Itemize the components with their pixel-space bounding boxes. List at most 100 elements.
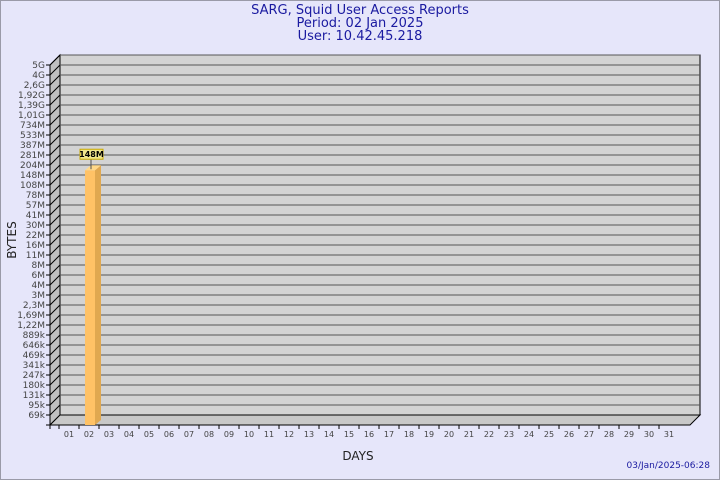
y-wall-gridline bbox=[49, 134, 61, 146]
y-wall-gridline bbox=[49, 364, 61, 376]
y-tick-label: 646k bbox=[23, 341, 46, 351]
x-tick-label: 02 bbox=[84, 430, 94, 439]
y-tick-label: 95k bbox=[28, 401, 45, 411]
y-wall-gridline bbox=[49, 254, 61, 266]
x-tick-label: 26 bbox=[564, 430, 574, 439]
y-wall-gridline bbox=[49, 384, 61, 396]
y-tick-label: 78M bbox=[26, 191, 45, 201]
y-wall-gridline bbox=[49, 114, 61, 126]
y-tick-label: 11M bbox=[26, 251, 45, 261]
y-wall-gridline bbox=[49, 294, 61, 306]
y-wall-gridline bbox=[49, 164, 61, 176]
x-tick-label: 23 bbox=[504, 430, 514, 439]
y-wall-gridline bbox=[49, 194, 61, 206]
y-wall-gridline bbox=[49, 54, 61, 66]
y-wall-gridline bbox=[49, 204, 61, 216]
x-tick-label: 20 bbox=[444, 430, 454, 439]
y-tick-label: 108M bbox=[20, 181, 45, 191]
y-wall-gridline bbox=[49, 284, 61, 296]
y-tick-label: 180k bbox=[23, 381, 46, 391]
y-tick-label: 1,39G bbox=[18, 101, 45, 111]
y-wall-gridline bbox=[49, 184, 61, 196]
y-tick-label: 57M bbox=[26, 201, 45, 211]
y-wall-gridline bbox=[49, 344, 61, 356]
y-wall-gridline bbox=[49, 354, 61, 366]
y-tick-label: 281M bbox=[20, 151, 45, 161]
y-wall-gridline bbox=[49, 314, 61, 326]
x-tick-label: 05 bbox=[144, 430, 154, 439]
y-tick-label: 204M bbox=[20, 161, 45, 171]
y-tick-label: 341k bbox=[23, 361, 46, 371]
y-wall-gridline bbox=[49, 104, 61, 116]
y-tick-label: 1,69M bbox=[17, 311, 45, 321]
x-tick-label: 06 bbox=[164, 430, 174, 439]
y-wall-gridline bbox=[49, 224, 61, 236]
y-tick-label: 1,22M bbox=[17, 321, 45, 331]
x-tick-label: 01 bbox=[64, 430, 74, 439]
x-tick-label: 27 bbox=[584, 430, 594, 439]
y-wall-gridline bbox=[49, 404, 61, 416]
x-tick-label: 03 bbox=[104, 430, 114, 439]
y-tick-label: 4G bbox=[32, 71, 45, 81]
x-tick-label: 15 bbox=[344, 430, 354, 439]
x-tick-label: 25 bbox=[544, 430, 554, 439]
bar-front bbox=[85, 170, 95, 425]
y-wall-gridline bbox=[49, 124, 61, 136]
x-tick-label: 12 bbox=[284, 430, 294, 439]
y-tick-label: 148M bbox=[20, 171, 45, 181]
y-tick-label: 5G bbox=[32, 61, 45, 71]
y-wall-gridline bbox=[49, 154, 61, 166]
y-tick-label: 6M bbox=[32, 271, 46, 281]
y-wall-gridline bbox=[49, 94, 61, 106]
x-tick-label: 14 bbox=[324, 430, 334, 439]
y-tick-label: 3M bbox=[32, 291, 46, 301]
bar-top bbox=[85, 165, 101, 171]
chart-period: Period: 02 Jan 2025 bbox=[296, 16, 424, 31]
y-wall-gridline bbox=[49, 334, 61, 346]
x-tick-label: 29 bbox=[624, 430, 634, 439]
y-tick-label: 16M bbox=[26, 241, 45, 251]
y-tick-label: 30M bbox=[26, 221, 45, 231]
plot-floor bbox=[48, 414, 702, 426]
generated-timestamp: 03/Jan/2025-06:28 bbox=[626, 461, 710, 471]
x-tick-label: 22 bbox=[484, 430, 494, 439]
y-wall-gridline bbox=[49, 264, 61, 276]
y-tick-label: 4M bbox=[32, 281, 46, 291]
bar-side bbox=[95, 165, 101, 425]
y-tick-label: 889k bbox=[23, 331, 46, 341]
x-tick-label: 28 bbox=[604, 430, 614, 439]
y-tick-label: 533M bbox=[20, 131, 45, 141]
y-axis-title: BYTES bbox=[5, 221, 19, 258]
y-tick-label: 22M bbox=[26, 231, 45, 241]
y-tick-label: 469k bbox=[23, 351, 46, 361]
y-tick-label: 1,92G bbox=[18, 91, 45, 101]
y-wall-gridline bbox=[49, 84, 61, 96]
x-tick-label: 31 bbox=[664, 430, 674, 439]
x-tick-label: 10 bbox=[244, 430, 254, 439]
x-tick-label: 08 bbox=[204, 430, 214, 439]
x-tick-label: 04 bbox=[124, 430, 134, 439]
x-tick-label: 24 bbox=[524, 430, 534, 439]
y-wall-gridline bbox=[49, 244, 61, 256]
x-tick-label: 17 bbox=[384, 430, 394, 439]
y-wall-gridline bbox=[49, 324, 61, 336]
y-wall-gridline bbox=[49, 214, 61, 226]
y-wall-gridline bbox=[49, 64, 61, 76]
bar-value-label: 148M bbox=[79, 150, 104, 159]
x-tick-label: 21 bbox=[464, 430, 474, 439]
x-tick-label: 19 bbox=[424, 430, 434, 439]
x-tick-label: 18 bbox=[404, 430, 414, 439]
y-tick-label: 1,01G bbox=[18, 111, 45, 121]
y-wall-gridline bbox=[49, 274, 61, 286]
y-wall-gridline bbox=[49, 234, 61, 246]
y-tick-label: 69k bbox=[28, 411, 45, 421]
y-tick-label: 387M bbox=[20, 141, 45, 151]
x-tick-label: 30 bbox=[644, 430, 654, 439]
x-tick-label: 11 bbox=[264, 430, 274, 439]
y-wall-gridline bbox=[49, 374, 61, 386]
x-tick-label: 09 bbox=[224, 430, 234, 439]
y-tick-label: 131k bbox=[23, 391, 46, 401]
y-tick-label: 734M bbox=[20, 121, 45, 131]
y-tick-label: 247k bbox=[23, 371, 46, 381]
